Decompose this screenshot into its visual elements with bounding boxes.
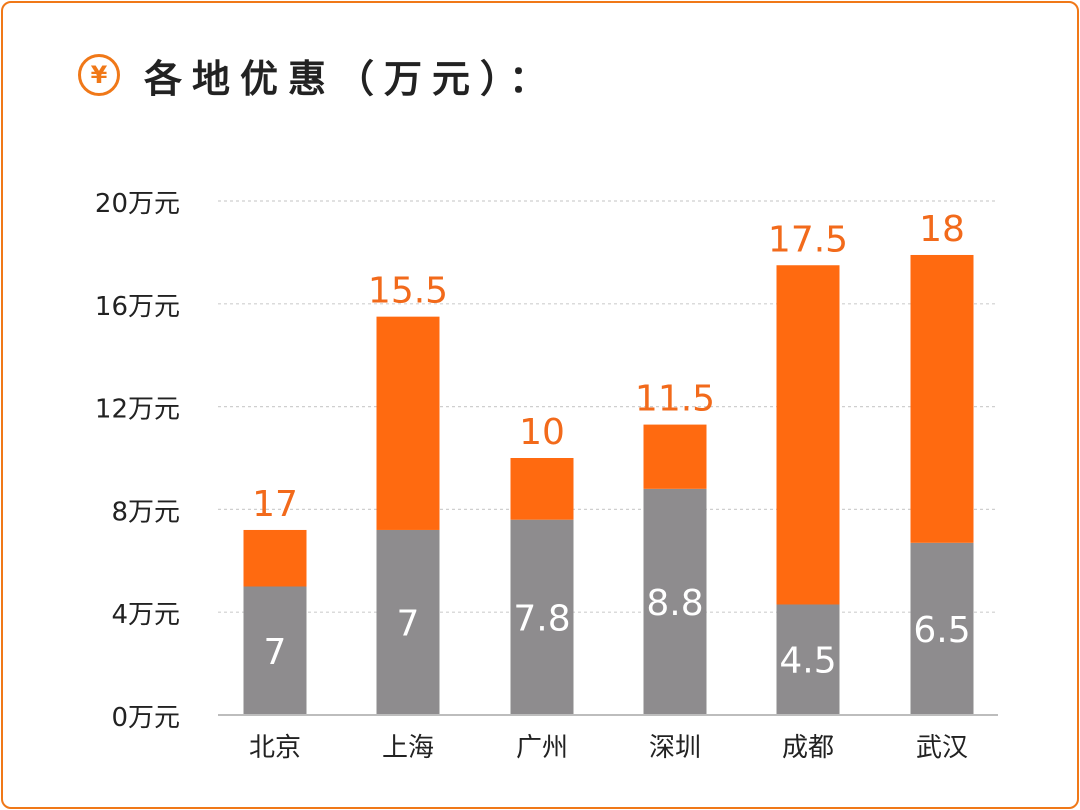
- bar-bottom-segment: [776, 604, 840, 715]
- bar-bottom-segment: [376, 529, 440, 715]
- bar-top-segment: [776, 265, 840, 605]
- bar-inner-label: 7.8: [513, 598, 570, 639]
- bar-top-segment: [376, 316, 440, 530]
- x-category-label: 广州: [516, 733, 568, 763]
- bar-bottom-segment: [643, 488, 707, 715]
- bar-bottom-segment: [910, 542, 974, 715]
- x-category-label: 武汉: [916, 733, 968, 763]
- y-tick-label: 4万元: [111, 600, 180, 630]
- bar-top-label: 17: [252, 484, 298, 525]
- y-tick-label: 20万元: [95, 189, 180, 219]
- bar-top-label: 11.5: [635, 379, 715, 420]
- y-tick-label: 16万元: [95, 292, 180, 322]
- bar-bottom-segment: [243, 586, 307, 715]
- bar-top-segment: [510, 458, 574, 520]
- x-category-label: 上海: [382, 733, 434, 763]
- x-category-label: 成都: [782, 733, 834, 763]
- y-tick-label: 12万元: [95, 395, 180, 425]
- header: ¥ 各地优惠（万元）：: [78, 50, 558, 101]
- bar-top-label: 10: [519, 412, 565, 453]
- y-tick-label: 8万元: [111, 497, 180, 527]
- y-tick-label: 0万元: [111, 703, 180, 733]
- bar-top-segment: [643, 424, 707, 489]
- bar-inner-label: 7: [264, 632, 287, 673]
- bar-top-segment: [910, 254, 974, 543]
- bar-inner-label: 4.5: [779, 641, 836, 682]
- bar-top-label: 15.5: [368, 271, 448, 312]
- bar-top-label: 18: [919, 209, 965, 250]
- bar-bottom-segment: [510, 519, 574, 715]
- bar-top-label: 17.5: [768, 219, 848, 260]
- x-category-label: 北京: [249, 733, 301, 763]
- yen-icon: ¥: [78, 54, 120, 96]
- bar-top-segment: [243, 529, 307, 587]
- bar-inner-label: 6.5: [913, 610, 970, 651]
- x-category-label: 深圳: [649, 733, 701, 763]
- bar-inner-label: 8.8: [646, 583, 703, 624]
- page-title: 各地优惠（万元）：: [144, 56, 558, 101]
- bar-inner-label: 7: [397, 603, 420, 644]
- yen-glyph: ¥: [90, 61, 108, 89]
